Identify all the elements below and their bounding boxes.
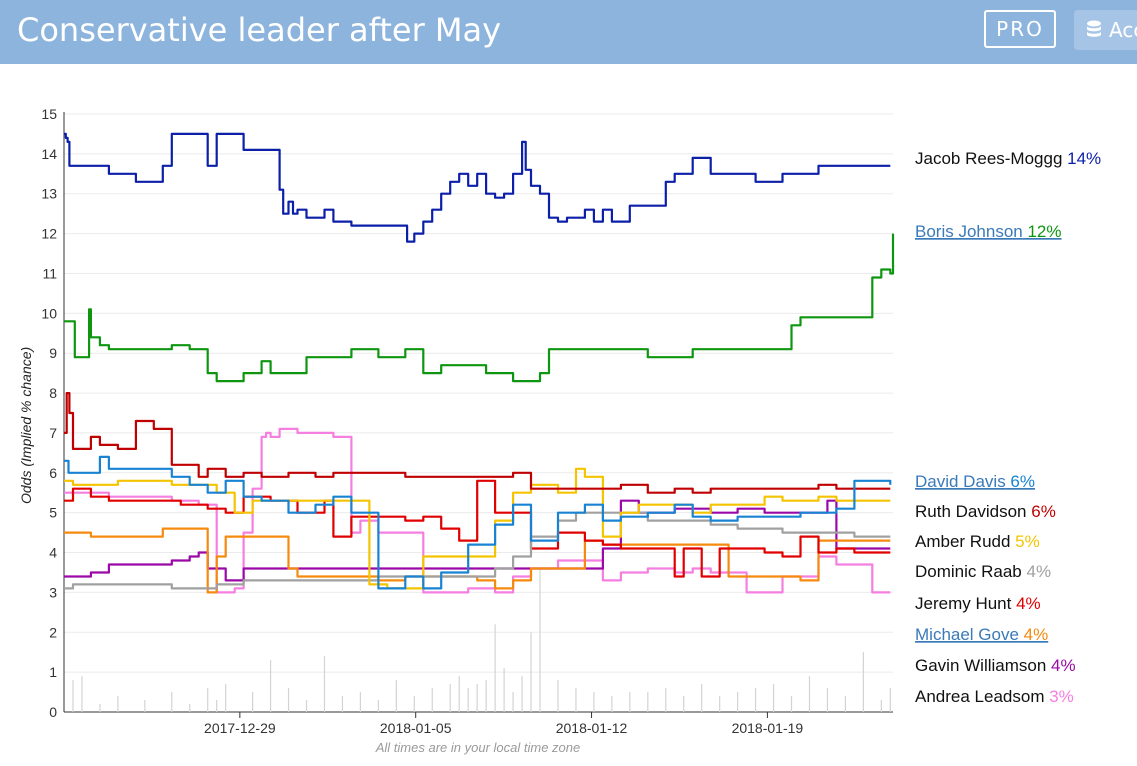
y-tick-label: 9 [49, 345, 57, 361]
series-line [64, 455, 892, 590]
y-axis-label: Odds (Implied % chance) [18, 347, 34, 504]
legend-item[interactable]: David Davis 6% [915, 472, 1035, 491]
y-tick-label: 5 [49, 505, 57, 521]
y-tick-label: 10 [41, 305, 57, 321]
legend-pct: 4% [1019, 625, 1048, 644]
legend-item: Andrea Leadsom 3% [915, 687, 1074, 706]
y-tick-label: 13 [41, 186, 57, 202]
legend-item: Jeremy Hunt 4% [915, 594, 1041, 613]
y-tick-label: 14 [41, 146, 57, 162]
legend-pct: 4% [1011, 594, 1040, 613]
legend: Jacob Rees-Moggg 14% Boris Johnson 12% Dav… [915, 149, 1101, 706]
series-line [64, 511, 891, 590]
legend-pct: 4% [1022, 562, 1051, 581]
x-tick-label: 2017-12-29 [204, 720, 276, 736]
legend-item[interactable]: Michael Gove 4% [915, 625, 1048, 644]
y-tick-label: 0 [49, 704, 57, 720]
y-tick-label: 7 [49, 425, 57, 441]
legend-pct: 5% [1010, 532, 1039, 551]
legend-pct: 4% [1046, 656, 1075, 675]
page-title: Conservative leader after May [17, 11, 502, 49]
legend-name[interactable]: David Davis [915, 472, 1006, 491]
x-tick-label: 2018-01-05 [380, 720, 452, 736]
legend-name: Ruth Davidson [915, 502, 1027, 521]
y-tick-label: 4 [49, 545, 57, 561]
y-tick-label: 2 [49, 624, 57, 640]
legend-item[interactable]: Boris Johnson 12% [915, 222, 1061, 241]
legend-name: Jeremy Hunt [915, 594, 1012, 613]
legend-pct: 3% [1044, 687, 1073, 706]
header-bar: Conservative leader after May PRO Acc [0, 0, 1137, 64]
legend-name: Gavin Williamson [915, 656, 1046, 675]
legend-name: Amber Rudd [915, 532, 1010, 551]
account-label: Acc [1109, 18, 1137, 42]
volume-bars [72, 568, 891, 712]
legend-name[interactable]: Boris Johnson [915, 222, 1023, 241]
account-button[interactable]: Acc [1074, 10, 1137, 50]
legend-pct: 12% [1023, 222, 1062, 241]
y-tick-label: 1 [49, 664, 57, 680]
legend-item: Ruth Davidson 6% [915, 502, 1056, 521]
y-tick-label: 3 [49, 584, 57, 600]
legend-item: Amber Rudd 5% [915, 532, 1040, 551]
y-tick-label: 6 [49, 465, 57, 481]
series-line [64, 392, 891, 494]
pro-button[interactable]: PRO [984, 10, 1056, 48]
y-tick-label: 12 [41, 226, 57, 242]
x-tick-label: 2018-01-19 [732, 720, 804, 736]
legend-name: Andrea Leadsom [915, 687, 1044, 706]
legend-pct: 6% [1006, 472, 1035, 491]
series-lines [64, 132, 895, 594]
legend-item: Jacob Rees-Moggg 14% [915, 149, 1101, 168]
legend-pct: 14% [1062, 149, 1101, 168]
x-axis-ticks: 2017-12-29 2018-01-05 2018-01-12 2018-01-19 [204, 712, 803, 736]
legend-item: Gavin Williamson 4% [915, 656, 1076, 675]
legend-item: Dominic Raab 4% [915, 562, 1051, 581]
series-line [64, 132, 891, 243]
series-line [64, 233, 895, 383]
y-tick-label: 8 [49, 385, 57, 401]
x-tick-label: 2018-01-12 [556, 720, 628, 736]
series-line [64, 479, 891, 578]
legend-name[interactable]: Michael Gove [915, 625, 1019, 644]
grid-lines [63, 112, 893, 713]
timezone-footnote: All times are in your local time zone [375, 740, 580, 755]
y-tick-label: 11 [42, 265, 57, 281]
database-icon [1087, 20, 1101, 37]
y-tick-label: 15 [41, 106, 57, 122]
legend-name: Dominic Raab [915, 562, 1022, 581]
legend-pct: 6% [1027, 502, 1056, 521]
legend-name: Jacob Rees-Moggg [915, 149, 1062, 168]
